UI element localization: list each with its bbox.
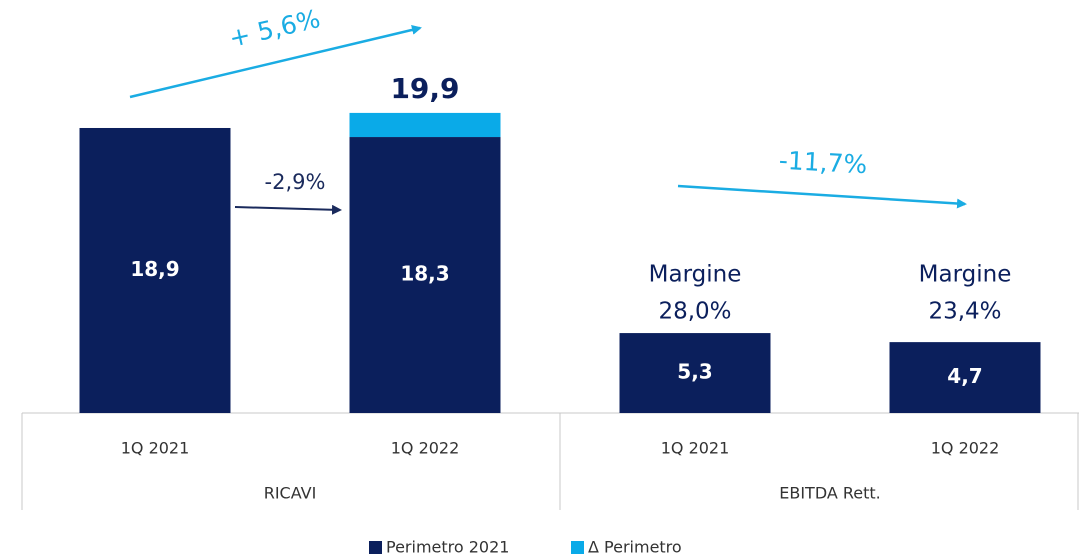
margin-label: Margine	[919, 262, 1012, 288]
bar-segment	[349, 112, 501, 138]
group-label: EBITDA Rett.	[779, 484, 881, 503]
data-label: 4,7	[947, 364, 982, 388]
legend-swatch	[369, 541, 382, 554]
annotation: + 5,6%	[226, 4, 323, 53]
legend-label: Δ Perimetro	[588, 538, 682, 556]
legend-label: Perimetro 2021	[386, 538, 509, 556]
bar-segment	[79, 127, 231, 413]
x-tick-label: 1Q 2022	[391, 439, 460, 458]
margin-value: 23,4%	[928, 299, 1001, 325]
x-tick-label: 1Q 2021	[121, 439, 190, 458]
legend-swatch	[571, 541, 584, 554]
group-label: RICAVI	[264, 484, 317, 503]
trend-arrow	[677, 184, 967, 209]
annotation: -11,7%	[778, 146, 868, 180]
x-tick-label: 1Q 2021	[661, 439, 730, 458]
margin-value: 28,0%	[658, 299, 731, 325]
data-label: 18,9	[130, 257, 179, 281]
bar-segment	[619, 333, 771, 413]
data-label: 18,3	[400, 262, 449, 286]
bar-segment	[349, 137, 501, 413]
data-label: 5,3	[677, 360, 712, 384]
trend-arrow	[129, 24, 422, 99]
trend-arrow	[234, 204, 342, 215]
annotation: -2,9%	[265, 170, 326, 194]
bar-segment	[889, 342, 1041, 413]
category-axis	[21, 412, 1079, 510]
x-tick-label: 1Q 2022	[931, 439, 1000, 458]
margin-label: Margine	[649, 262, 742, 288]
total-label: 19,9	[390, 72, 459, 105]
